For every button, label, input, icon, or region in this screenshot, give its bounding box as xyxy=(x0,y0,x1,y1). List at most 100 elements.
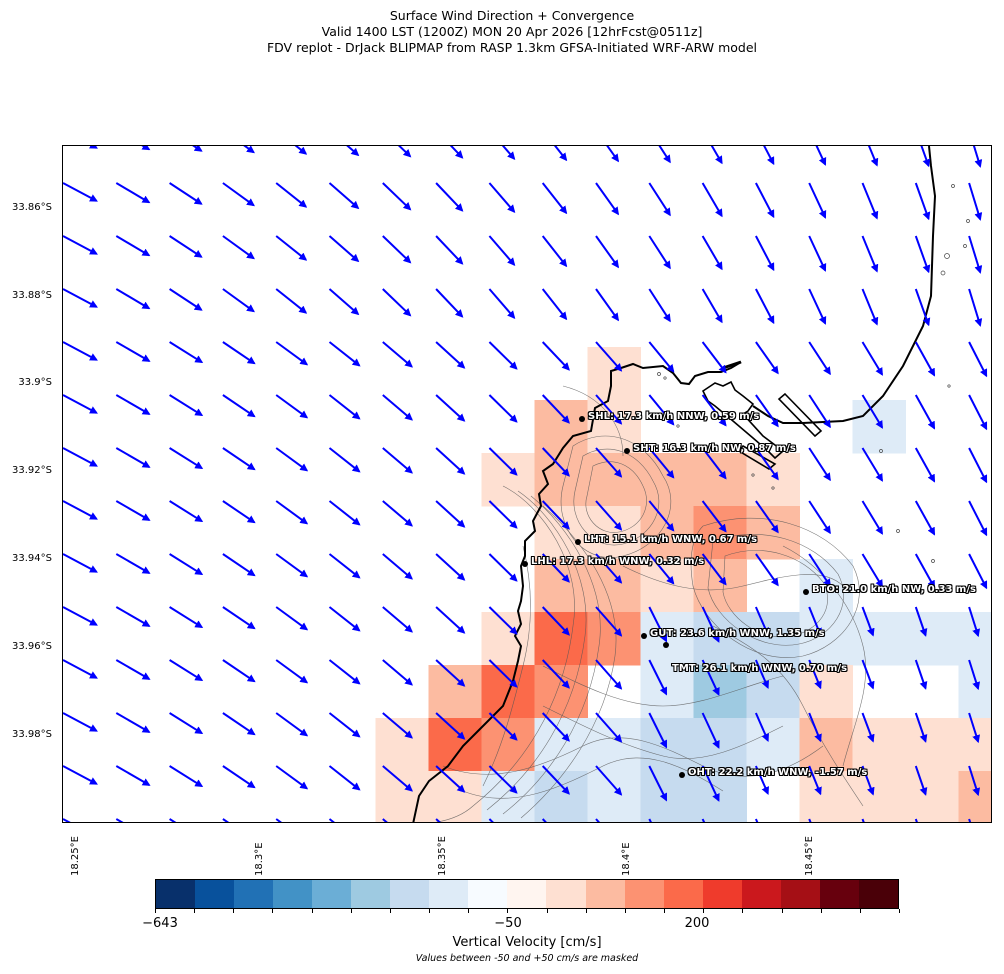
velocity-cell xyxy=(534,400,588,454)
y-tick-label: 33.88°S xyxy=(12,290,52,301)
wind-arrow-icon xyxy=(397,146,412,158)
velocity-cell xyxy=(481,718,535,772)
wind-arrow-icon xyxy=(808,394,831,429)
colorbar-tick xyxy=(585,909,587,913)
wind-arrow-icon xyxy=(115,341,151,362)
wind-arrow-icon xyxy=(328,341,361,367)
wind-arrow-icon xyxy=(755,447,779,481)
wind-arrow-icon xyxy=(275,288,308,314)
wind-arrow-icon xyxy=(815,146,827,166)
wind-arrow-icon xyxy=(968,394,988,431)
velocity-cell xyxy=(375,718,429,772)
velocity-cell xyxy=(587,771,641,822)
colorbar-tick-label: −643 xyxy=(142,916,178,931)
wind-arrow-icon xyxy=(63,341,98,361)
wind-arrow-icon xyxy=(595,235,620,269)
wind-arrow-icon xyxy=(275,500,309,525)
wind-arrow-icon xyxy=(861,500,883,535)
wind-arrow-icon xyxy=(169,182,203,205)
wind-arrow-icon xyxy=(328,818,335,822)
wind-arrow-icon xyxy=(488,659,518,688)
wind-arrow-icon xyxy=(382,659,413,686)
wind-arrow-icon xyxy=(488,553,518,582)
wind-arrow-icon xyxy=(294,146,308,155)
wind-arrow-icon xyxy=(169,553,204,576)
velocity-cell xyxy=(693,612,747,666)
wind-arrow-icon xyxy=(968,288,983,327)
wind-arrow-icon xyxy=(275,712,309,737)
x-tick-label: 18.35°E xyxy=(437,836,448,876)
wind-arrow-icon xyxy=(63,394,98,414)
wind-arrow-icon xyxy=(63,235,98,255)
wind-arrow-icon xyxy=(541,235,568,268)
wind-arrow-icon xyxy=(541,553,570,583)
wind-arrow-icon xyxy=(382,235,412,264)
title-line-2: Valid 1400 LST (1200Z) MON 20 Apr 2026 [… xyxy=(321,24,703,39)
y-tick-label: 33.96°S xyxy=(12,641,52,652)
wind-arrow-icon xyxy=(710,146,723,165)
wind-arrow-icon xyxy=(222,553,256,577)
colorbar-segment xyxy=(819,880,859,908)
wind-arrow-icon xyxy=(968,712,981,744)
velocity-cell xyxy=(640,771,694,822)
velocity-cell xyxy=(693,771,747,822)
wind-arrow-icon xyxy=(382,288,412,317)
map-plot-area: SHL: 17.3 km/h NNW, 0.59 m/s SHT: 16.3 km… xyxy=(62,145,992,823)
velocity-cell xyxy=(746,665,800,719)
wind-arrow-icon xyxy=(89,146,98,149)
wind-arrow-icon xyxy=(914,659,928,690)
title-line-3: FDV replot - DrJack BLIPMAP from RASP 1.… xyxy=(266,40,758,55)
wind-arrow-icon xyxy=(914,553,936,589)
velocity-cell xyxy=(428,718,482,772)
velocity-cell xyxy=(693,506,747,560)
wind-arrow-icon xyxy=(115,447,151,468)
wind-arrow-icon xyxy=(648,659,668,696)
wind-arrow-icon xyxy=(701,712,720,749)
wind-arrow-icon xyxy=(808,818,812,822)
wind-arrow-icon xyxy=(648,606,668,643)
wind-arrow-icon xyxy=(435,606,466,634)
y-tick-label: 33.94°S xyxy=(12,553,52,564)
wind-arrow-icon xyxy=(435,818,441,822)
wind-arrow-icon xyxy=(701,341,727,374)
wind-arrow-icon xyxy=(275,182,308,208)
y-tick-label: 33.92°S xyxy=(12,465,52,476)
wind-arrow-icon xyxy=(541,394,570,424)
wind-arrow-icon xyxy=(488,712,518,741)
wind-arrow-icon xyxy=(275,553,309,578)
wind-arrow-icon xyxy=(488,606,518,635)
colorbar-segment xyxy=(507,880,547,908)
wind-arrow-icon xyxy=(115,818,124,822)
wind-arrow-icon xyxy=(115,182,151,204)
wind-arrow-icon xyxy=(169,235,203,258)
wind-arrow-icon xyxy=(488,818,494,822)
wind-arrow-icon xyxy=(169,606,204,629)
station-label-bto: BTO: 21.0 km/h NW, 0.33 m/s xyxy=(812,584,976,595)
station-dot-bto xyxy=(803,589,809,595)
colorbar-tick xyxy=(624,909,626,913)
wind-arrow-icon xyxy=(541,765,570,795)
wind-arrow-icon xyxy=(435,553,466,581)
wind-arrow-icon xyxy=(914,765,928,796)
velocity-cell xyxy=(905,771,959,822)
wind-arrow-icon xyxy=(914,288,931,327)
wind-arrow-icon xyxy=(861,659,875,690)
wind-arrow-icon xyxy=(488,288,516,319)
velocity-cell xyxy=(852,612,906,666)
wind-arrow-icon xyxy=(755,235,775,272)
wind-arrow-icon xyxy=(382,447,413,474)
wind-arrow-icon xyxy=(328,712,361,738)
wind-arrow-icon xyxy=(328,182,360,210)
wind-arrow-icon xyxy=(222,341,256,365)
wind-arrow-icon xyxy=(914,447,936,483)
wind-arrow-icon xyxy=(488,765,518,794)
wind-arrow-icon xyxy=(867,146,879,167)
station-label-lhl: LHL: 17.3 km/h WNW, 0.32 m/s xyxy=(531,556,705,567)
wind-arrow-icon xyxy=(435,447,466,475)
wind-arrow-icon xyxy=(192,146,203,152)
colorbar-note: Values between -50 and +50 cm/s are mask… xyxy=(415,953,639,964)
velocity-cell xyxy=(534,506,588,560)
wind-arrow-icon xyxy=(382,818,388,822)
wind-arrow-icon xyxy=(328,394,361,420)
wind-arrow-icon xyxy=(595,553,623,584)
